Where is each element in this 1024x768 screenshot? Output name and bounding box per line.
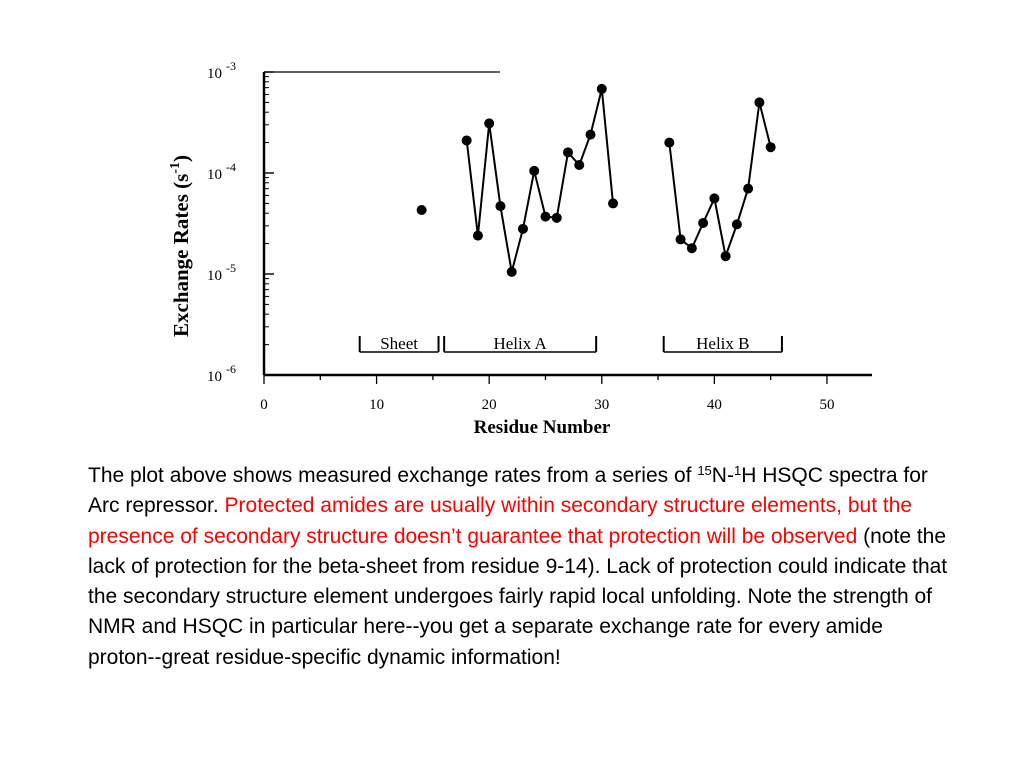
data-point bbox=[720, 251, 731, 262]
caption-text-3: H HSQC spectra for Arc repressor. bbox=[88, 464, 928, 518]
data-point bbox=[416, 205, 427, 216]
x-axis-ticks: 0 10 20 30 40 50 bbox=[260, 375, 834, 413]
caption-highlight-1: Protected amides are usually within seco… bbox=[224, 494, 843, 518]
data-point bbox=[574, 160, 585, 171]
x-tick-label: 10 bbox=[369, 397, 384, 413]
caption-text-1: The plot above shows measured exchange r… bbox=[88, 464, 698, 487]
structure-bracket: Helix A bbox=[443, 334, 598, 353]
data-point bbox=[675, 234, 686, 245]
data-point bbox=[506, 266, 517, 277]
structure-bracket: Helix B bbox=[662, 334, 783, 353]
x-tick-label: 0 bbox=[260, 397, 268, 413]
y-tick-label: 10 -3 bbox=[207, 59, 236, 82]
data-point bbox=[484, 118, 495, 129]
data-point bbox=[698, 217, 709, 228]
caption-highlight-2: but the presence of secondary structure … bbox=[88, 494, 913, 548]
data-point bbox=[529, 165, 540, 176]
secondary-structure-annotations: Sheet Helix A Helix B bbox=[358, 334, 783, 353]
data-point bbox=[686, 243, 697, 254]
x-tick-label: 50 bbox=[819, 397, 834, 413]
y-axis-label: Exchange Rates (s-1) bbox=[168, 155, 193, 337]
structure-label: Sheet bbox=[380, 334, 418, 353]
data-point bbox=[709, 193, 720, 204]
x-tick-label: 30 bbox=[594, 397, 609, 413]
caption-text-2: N- bbox=[711, 464, 734, 487]
data-point bbox=[517, 223, 528, 234]
data-point bbox=[461, 135, 472, 146]
structure-bracket: Sheet bbox=[358, 334, 440, 353]
y-tick-label: 10 -4 bbox=[207, 160, 236, 183]
data-point bbox=[664, 137, 675, 148]
y-tick-label: 10 -5 bbox=[207, 261, 236, 284]
data-point bbox=[495, 201, 506, 212]
plot-frame bbox=[262, 71, 872, 377]
caption-sup-1: 1 bbox=[733, 463, 742, 478]
caption-paragraph: The plot above shows measured exchange r… bbox=[88, 461, 948, 673]
x-tick-label: 40 bbox=[707, 397, 722, 413]
series-group bbox=[664, 97, 776, 262]
caption-text-4: (note the lack of protection for the bet… bbox=[88, 524, 948, 669]
x-tick-label: 20 bbox=[482, 397, 497, 413]
data-point bbox=[765, 142, 776, 153]
y-tick-label: 10 -6 bbox=[207, 362, 236, 385]
data-series bbox=[416, 83, 776, 277]
data-point bbox=[596, 83, 607, 94]
data-point bbox=[540, 211, 551, 222]
data-point bbox=[743, 183, 754, 194]
data-point bbox=[585, 129, 596, 140]
data-point bbox=[754, 97, 765, 108]
data-point bbox=[563, 147, 573, 158]
x-axis-label: Residue Number bbox=[474, 417, 611, 438]
series-line bbox=[465, 88, 614, 273]
data-point bbox=[731, 219, 742, 230]
structure-label: Helix B bbox=[696, 334, 749, 353]
series-line bbox=[668, 102, 772, 260]
data-point bbox=[472, 230, 483, 241]
series-group bbox=[461, 83, 619, 277]
caption-sup-15: 15 bbox=[697, 463, 712, 478]
structure-label: Helix A bbox=[493, 334, 547, 353]
data-point bbox=[608, 198, 619, 209]
exchange-rate-chart: 10-3 10-4 10-5 10-6 0 10 20 30 40 50 Sheet Helix … bbox=[168, 59, 872, 438]
data-point bbox=[551, 212, 562, 223]
series-group bbox=[416, 205, 427, 216]
y-axis-ticks: 10-3 10-4 10-5 10-6 bbox=[207, 59, 274, 385]
